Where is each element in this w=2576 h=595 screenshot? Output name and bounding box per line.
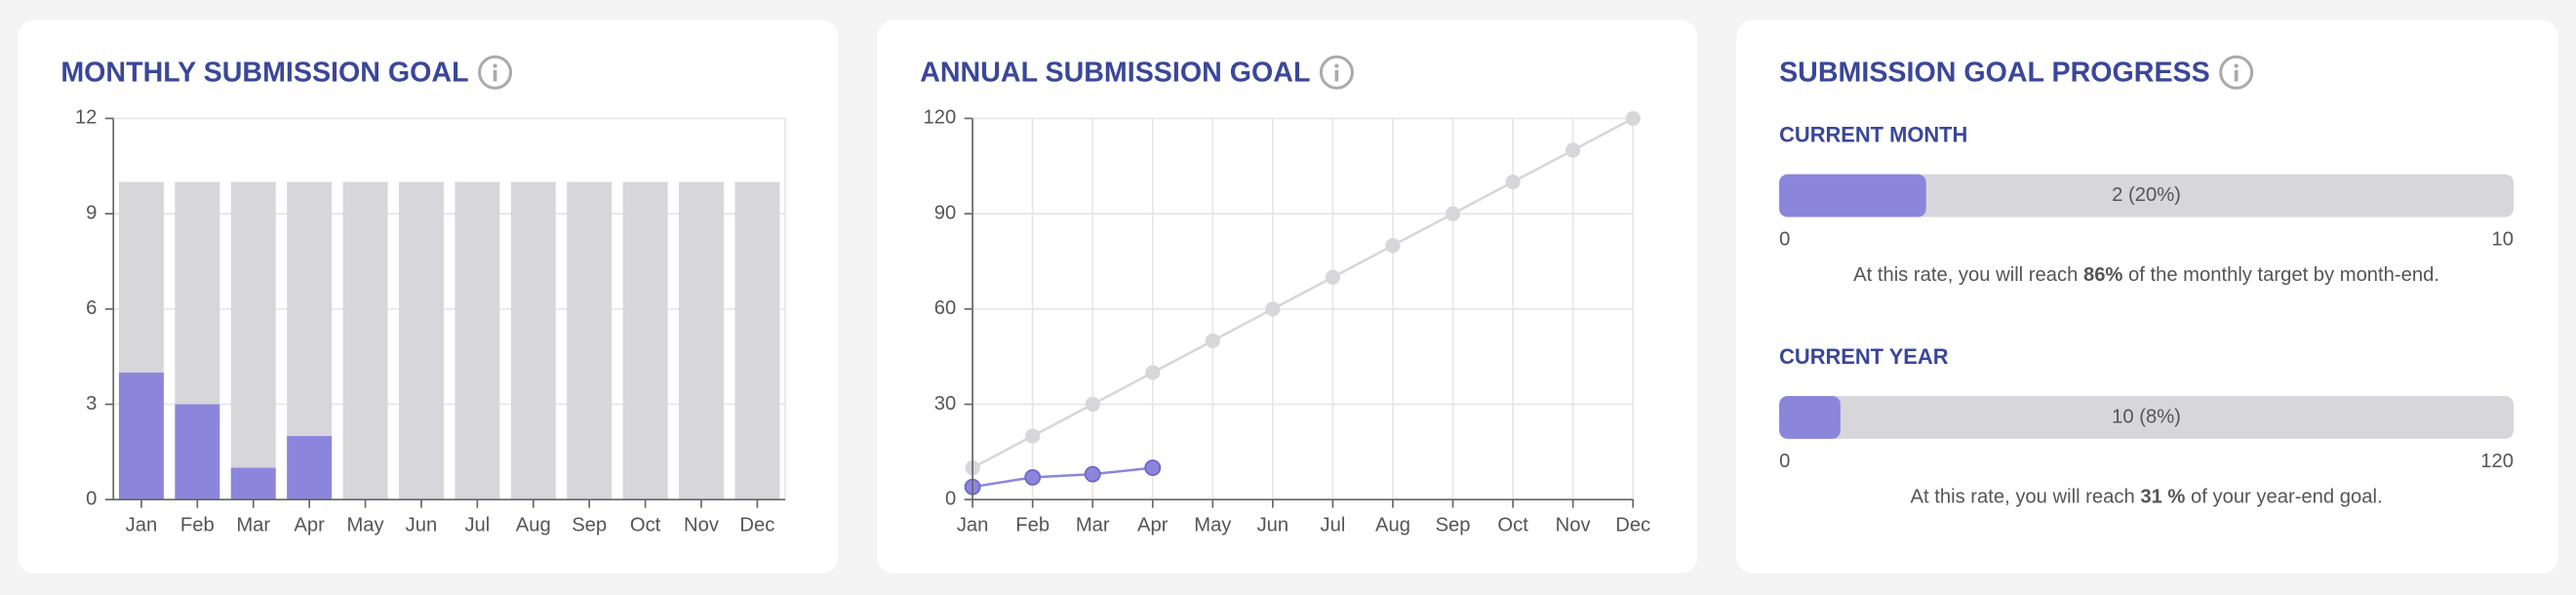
- progress-fill: [1779, 174, 1926, 218]
- bar: [118, 372, 164, 500]
- point: [1565, 142, 1581, 158]
- y-tick-label: 0: [86, 489, 97, 510]
- point: [1325, 269, 1341, 285]
- info-icon-bar: [2234, 69, 2239, 82]
- point: [1085, 396, 1100, 413]
- info-icon: [2219, 55, 2254, 90]
- x-tick-label: Apr: [294, 514, 325, 536]
- card-title: MONTHLY SUBMISSION GOAL: [60, 57, 468, 88]
- x-tick-label: Aug: [1375, 514, 1410, 536]
- bar: [510, 181, 556, 500]
- point: [1625, 110, 1641, 126]
- note: At this rate, you will reach 31 % of you…: [1911, 487, 2383, 508]
- card-title: ANNUAL SUBMISSION GOAL: [920, 57, 1310, 88]
- min-label: 0: [1779, 228, 1790, 250]
- bar: [734, 181, 780, 500]
- note-bold: 31 %: [2140, 487, 2185, 508]
- x-tick-label: Jul: [464, 514, 490, 536]
- progress-label: 2 (20%): [2112, 184, 2181, 206]
- x-tick-label: Jun: [1257, 514, 1289, 536]
- x-tick-label: Dec: [739, 514, 774, 536]
- bar: [175, 404, 220, 500]
- x-tick-label: Mar: [236, 514, 270, 536]
- max-label: 10: [2492, 228, 2514, 250]
- x-tick-label: Oct: [1497, 514, 1528, 536]
- y-tick-label: 6: [86, 298, 97, 319]
- x-tick-label: Nov: [1556, 514, 1592, 536]
- y-tick-label: 90: [934, 202, 956, 223]
- x-tick-label: Jul: [1321, 514, 1346, 536]
- point: [1445, 206, 1461, 221]
- bar: [567, 181, 613, 500]
- bar: [455, 181, 500, 500]
- x-tick-label: Feb: [1015, 514, 1050, 536]
- x-tick-label: May: [1194, 514, 1232, 536]
- bar: [342, 181, 388, 500]
- x-tick-label: Apr: [1137, 514, 1169, 536]
- info-icon: [1319, 55, 1354, 90]
- bar: [679, 181, 724, 500]
- note-text: At this rate, you will reach: [1911, 487, 2141, 508]
- info-icon-bar: [493, 69, 497, 82]
- info-icon: [478, 55, 513, 90]
- x-tick-label: Sep: [1436, 514, 1471, 536]
- y-tick-label: 0: [945, 489, 956, 510]
- line: [971, 117, 1634, 469]
- note-text: At this rate, you will reach: [1853, 264, 2083, 286]
- x-tick-label: Aug: [516, 514, 551, 536]
- point: [1084, 465, 1101, 483]
- note-bold: 86%: [2083, 264, 2122, 286]
- point: [1025, 428, 1041, 444]
- progress-label: 10 (8%): [2112, 406, 2181, 427]
- point: [1265, 301, 1281, 317]
- point: [1024, 468, 1042, 486]
- y-tick-label: 9: [86, 202, 97, 223]
- x-tick-label: Mar: [1076, 514, 1110, 536]
- x-tick-label: May: [346, 514, 384, 536]
- point: [1205, 333, 1220, 348]
- line: [971, 466, 1153, 489]
- card-title: SUBMISSION GOAL PROGRESS: [1779, 57, 2210, 88]
- x-tick-label: Oct: [630, 514, 661, 536]
- x-tick-label: Jan: [957, 514, 989, 536]
- x-tick-label: Jun: [406, 514, 438, 536]
- info-icon-dot: [493, 63, 497, 68]
- note-text: of the monthly target by month-end.: [2122, 264, 2439, 286]
- y-tick-label: 30: [934, 393, 956, 415]
- bar: [287, 436, 333, 500]
- section-label: CURRENT YEAR: [1779, 344, 1949, 369]
- x-tick-label: Jan: [126, 514, 158, 536]
- x-tick-label: Sep: [572, 514, 607, 536]
- bar: [622, 181, 668, 500]
- info-icon-bar: [1334, 69, 1339, 82]
- x-tick-label: Nov: [684, 514, 720, 536]
- x-tick-label: Feb: [180, 514, 215, 536]
- y-tick-label: 120: [924, 107, 957, 129]
- progress-track: [1779, 396, 2514, 439]
- point: [1145, 365, 1161, 380]
- bar: [398, 181, 444, 500]
- point: [1144, 459, 1162, 477]
- min-label: 0: [1779, 451, 1790, 472]
- max-label: 120: [2480, 451, 2514, 472]
- progress-fill: [1779, 396, 1841, 439]
- bar: [230, 467, 276, 500]
- y-tick-label: 60: [934, 298, 956, 319]
- info-icon-dot: [1334, 63, 1339, 68]
- note: At this rate, you will reach 86% of the …: [1853, 264, 2439, 286]
- note-text: of your year-end goal.: [2185, 487, 2382, 508]
- point: [1505, 174, 1521, 190]
- info-icon-dot: [2234, 63, 2239, 68]
- section-label: CURRENT MONTH: [1779, 123, 1967, 147]
- point: [1385, 238, 1401, 254]
- x-tick-label: Dec: [1615, 514, 1650, 536]
- bar: [230, 181, 276, 500]
- progress-track: [1779, 174, 2514, 218]
- y-tick-label: 12: [75, 107, 97, 129]
- y-tick-label: 3: [86, 393, 97, 415]
- card: [877, 20, 1697, 574]
